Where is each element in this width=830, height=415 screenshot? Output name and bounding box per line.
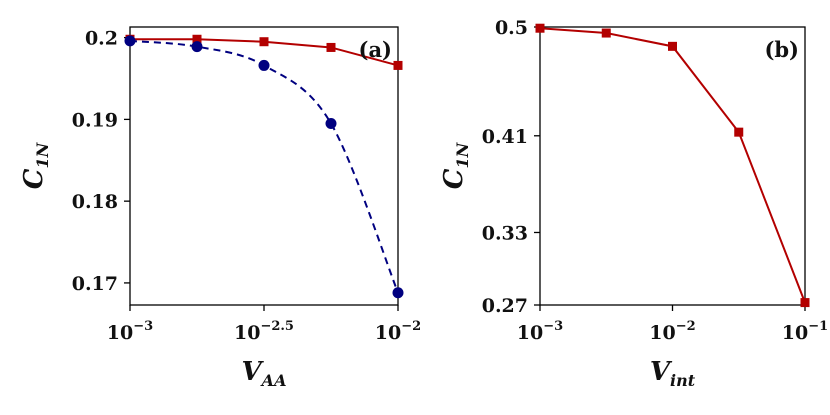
panel-b-ytick-label: 0.27 [482,295,528,317]
panel-a-series-1-point [191,41,203,53]
panel-b-xlabel: Vint [650,357,696,390]
panel-b-ylabel: C1N [439,141,472,189]
xlabel-subscript: int [670,371,696,390]
panel-b-xtick-label: 10−3 [517,319,563,344]
panel-a-series-0-point [393,60,403,70]
tick-exponent: −2.5 [260,319,294,334]
panel-a-series-0-point [326,42,336,52]
tick-exponent: −2 [401,319,421,334]
panel-a-series-1-point [258,59,270,71]
panel-a-xtick-label: 10−2.5 [234,319,294,344]
tick-exponent: −2 [676,319,696,334]
panel-b-ytick-label: 0.41 [482,126,528,148]
panel-a-series-1-point [325,117,337,129]
tick-base: 10 [375,322,401,344]
panel-b-series-0-point [734,127,744,137]
xlabel-subscript: AA [260,371,287,390]
tick-base: 10 [107,322,133,344]
ylabel-subscript: 1N [33,141,52,168]
panel-b-ytick-label: 0.33 [482,222,528,244]
panel-a-series-1-point [124,35,136,47]
panel-b-ytick-label: 0.5 [495,17,528,39]
panel-b-label: (b) [764,37,799,62]
panel-a-series-1-line [129,39,399,294]
panel-a-ytick-label: 0.18 [72,191,118,213]
ylabel-main: C [439,168,469,189]
panel-a-series-1-point [392,287,404,299]
xlabel-main: V [650,357,673,387]
xlabel-main: V [241,357,264,387]
panel-a-xlabel: VAA [241,357,286,390]
ylabel-subscript: 1N [453,141,472,168]
panel-a-label: (a) [359,37,392,62]
panel-a-ytick-label: 0.2 [85,28,118,50]
tick-base: 10 [782,322,808,344]
panel-b-series-0-line [539,27,806,303]
tick-base: 10 [234,322,260,344]
panel-b-frame [539,26,806,306]
panel-a-ytick-label: 0.17 [72,273,118,295]
panel-b-series-0-point [668,41,677,51]
panel-a-xtick-label: 10−2 [375,319,421,344]
tick-exponent: −3 [543,319,563,334]
panel-a-series-0-point [259,37,269,47]
panel-a-series-0-point [192,34,202,44]
panel-a-ytick-label: 0.19 [72,109,118,131]
panel-b-series-0-point [535,23,545,33]
ylabel-main: C [19,168,49,189]
panel-a-xtick-label: 10−3 [107,319,153,344]
panel-a-ylabel: C1N [19,141,52,189]
tick-exponent: −1 [808,319,828,334]
tick-base: 10 [649,322,675,344]
tick-base: 10 [517,322,543,344]
panel-b-xtick-label: 10−2 [649,319,695,344]
panel-b-series-0-point [601,28,611,38]
panel-b-xtick-label: 10−1 [782,319,828,344]
tick-exponent: −3 [133,319,153,334]
panel-b-series-0-point [800,298,810,308]
